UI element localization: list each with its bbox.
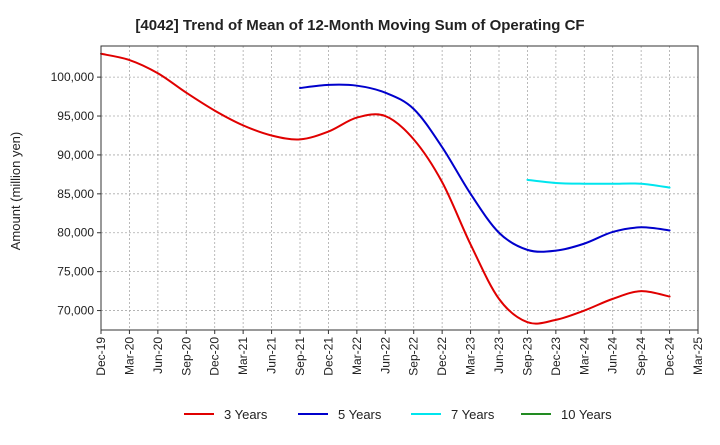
series-line-7-years bbox=[526, 178, 671, 189]
x-tick-label: Sep-24 bbox=[634, 337, 648, 376]
x-tick-label: Sep-21 bbox=[293, 337, 307, 376]
x-axis-ticks: Dec-19 Mar-20 Jun-20 Sep-20 Dec-20 Mar-21 Jun-… bbox=[94, 330, 705, 376]
x-tick-label: Dec-24 bbox=[663, 337, 677, 376]
x-tick-label: Sep-23 bbox=[520, 337, 534, 376]
legend: 3 Years 5 Years 7 Years 10 Years bbox=[184, 407, 612, 422]
x-tick-label: Dec-19 bbox=[94, 337, 108, 376]
y-tick-label: 90,000 bbox=[57, 148, 94, 162]
y-tick-label: 85,000 bbox=[57, 187, 94, 201]
x-tick-label: Jun-23 bbox=[492, 337, 506, 374]
y-tick-label: 100,000 bbox=[51, 70, 95, 84]
y-tick-label: 70,000 bbox=[57, 304, 94, 318]
x-tick-label: Jun-22 bbox=[378, 337, 392, 374]
series-lines bbox=[100, 52, 671, 325]
grid bbox=[100, 46, 699, 330]
x-tick-label: Sep-22 bbox=[407, 337, 421, 376]
chart-title: [4042] Trend of Mean of 12-Month Moving … bbox=[135, 17, 584, 34]
plot-frame bbox=[100, 45, 699, 331]
x-tick-label: Mar-23 bbox=[464, 337, 478, 375]
legend-label-3-years: 3 Years bbox=[224, 407, 268, 422]
x-tick-label: Dec-21 bbox=[321, 337, 335, 376]
x-tick-label: Mar-20 bbox=[122, 337, 136, 375]
y-tick-label: 75,000 bbox=[57, 265, 94, 279]
series-line-5-years bbox=[299, 83, 671, 253]
legend-label-10-years: 10 Years bbox=[561, 407, 612, 422]
x-tick-label: Mar-25 bbox=[691, 337, 705, 375]
x-tick-label: Mar-24 bbox=[577, 337, 591, 375]
legend-label-5-years: 5 Years bbox=[338, 407, 382, 422]
y-axis-label: Amount (million yen) bbox=[8, 132, 23, 251]
x-tick-label: Jun-24 bbox=[606, 337, 620, 374]
series-line-3-years bbox=[100, 52, 671, 325]
x-tick-label: Dec-22 bbox=[435, 337, 449, 376]
x-tick-label: Mar-21 bbox=[236, 337, 250, 375]
x-tick-label: Jun-20 bbox=[151, 337, 165, 374]
x-tick-label: Mar-22 bbox=[350, 337, 364, 375]
x-tick-label: Sep-20 bbox=[179, 337, 193, 376]
y-tick-label: 80,000 bbox=[57, 226, 94, 240]
y-tick-label: 95,000 bbox=[57, 109, 94, 123]
x-tick-label: Jun-21 bbox=[265, 337, 279, 374]
y-axis-ticks: 70,000 75,000 80,000 85,000 90,000 95,000 100,… bbox=[51, 70, 101, 318]
x-tick-label: Dec-20 bbox=[208, 337, 222, 376]
legend-label-7-years: 7 Years bbox=[451, 407, 495, 422]
x-tick-label: Dec-23 bbox=[549, 337, 563, 376]
